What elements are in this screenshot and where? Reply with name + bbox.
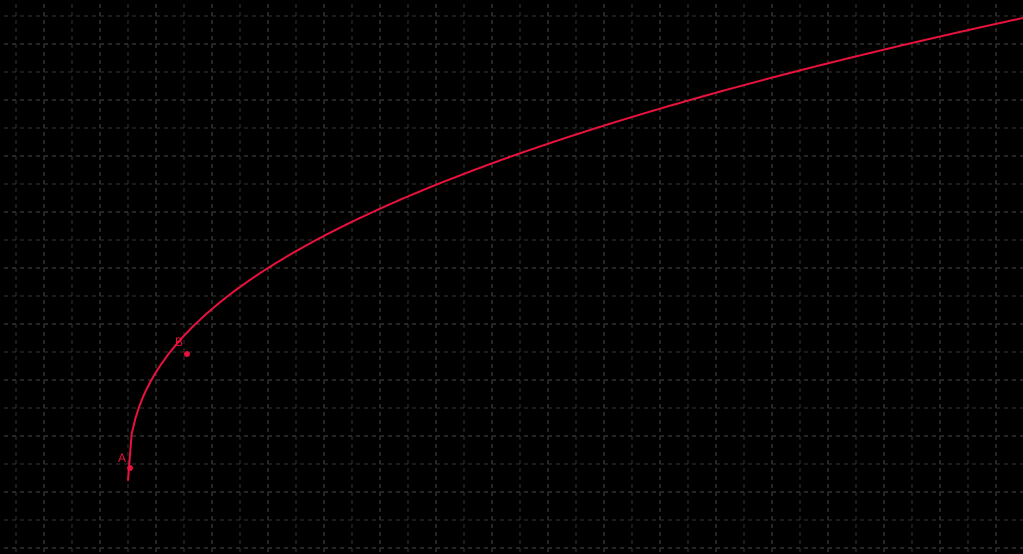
point-b[interactable]: [184, 351, 190, 357]
chart-canvas: AB: [0, 0, 1023, 554]
chart-svg: AB: [0, 0, 1023, 554]
point-label-a: A: [118, 451, 126, 465]
chart-background: [0, 0, 1023, 554]
point-label-b: B: [175, 335, 183, 349]
point-a[interactable]: [127, 465, 133, 471]
